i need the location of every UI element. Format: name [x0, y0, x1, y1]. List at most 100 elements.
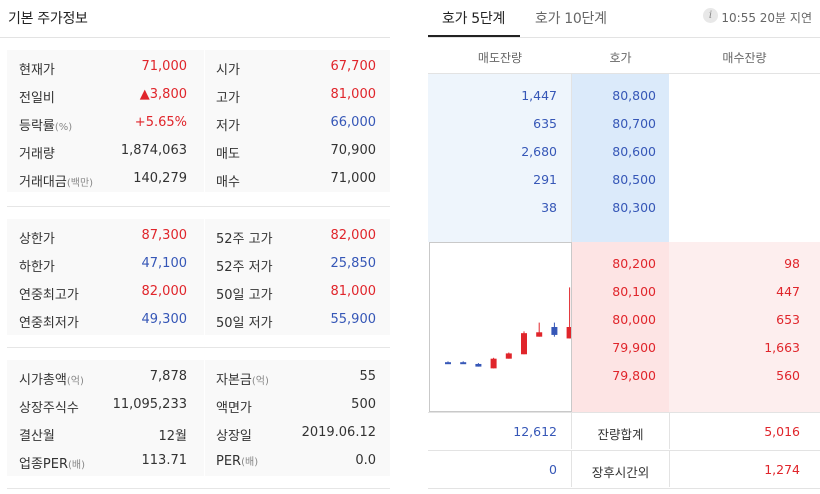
info-value: 71,000 — [141, 59, 188, 74]
info-label: 업종PER(배) — [19, 457, 86, 472]
info-value: 55 — [359, 369, 376, 384]
ask-price[interactable]: 80,800 — [612, 88, 656, 103]
info-row: 상장주식수 11,095,233 액면가 500 — [7, 391, 390, 419]
ask-volume-area — [428, 74, 572, 242]
info-label: 액면가 — [216, 401, 252, 416]
bid-price[interactable]: 80,100 — [612, 284, 656, 299]
info-value: 2019.06.12 — [301, 425, 376, 440]
tab-10-levels[interactable]: 호가 10단계 — [535, 11, 607, 27]
bid-volume: 1,663 — [764, 340, 800, 355]
bid-volume: 447 — [776, 284, 800, 299]
info-label: 연중최고가 — [19, 288, 79, 303]
bid-price[interactable]: 80,200 — [612, 256, 656, 271]
bid-price[interactable]: 80,000 — [612, 312, 656, 327]
info-label: 시가총액(억) — [19, 373, 84, 388]
info-row: 결산월 12월 상장일 2019.06.12 — [7, 419, 390, 447]
info-label: 상장일 — [216, 429, 252, 444]
info-value: 49,300 — [141, 312, 188, 327]
info-value: 1,874,063 — [120, 143, 187, 158]
info-label: 상한가 — [19, 232, 55, 247]
bid-price[interactable]: 79,800 — [612, 368, 656, 383]
info-value: 67,700 — [330, 59, 377, 74]
info-row: 상한가 87,300 52주 고가 82,000 — [7, 222, 390, 250]
after-hours-ask-volume: 0 — [549, 462, 557, 477]
order-book-header: 매도잔량 호가 매수잔량 — [428, 44, 820, 74]
candle-body — [490, 358, 497, 369]
bid-volume: 560 — [776, 368, 800, 383]
info-value: 140,279 — [133, 171, 187, 186]
section-divider — [7, 206, 390, 207]
info-value: 71,000 — [330, 171, 377, 186]
limit-section: 상한가 87,300 52주 고가 82,000 하한가 47,100 52주 저가 25,8… — [7, 219, 390, 335]
info-label: 전일비 — [19, 91, 55, 106]
totals-mid-divider — [428, 450, 820, 451]
price-section: 현재가 71,000 시가 67,700 전일비 ▲3,800 고가 81,000 등락률(%)… — [7, 50, 390, 192]
ask-volume: 635 — [533, 116, 557, 131]
info-row: 현재가 71,000 시가 67,700 — [7, 53, 390, 81]
bid-volume-area — [669, 242, 820, 412]
info-label: 상장주식수 — [19, 401, 79, 416]
info-label: 50일 고가 — [216, 288, 273, 303]
info-icon[interactable]: i — [703, 8, 718, 23]
candle-body — [536, 332, 543, 337]
info-value: 70,900 — [330, 143, 377, 158]
info-row: 시가총액(억) 7,878 자본금(억) 55 — [7, 363, 390, 391]
totals-top-divider — [428, 412, 820, 413]
ask-volume: 291 — [533, 172, 557, 187]
info-row: 전일비 ▲3,800 고가 81,000 — [7, 81, 390, 109]
column-divider — [571, 451, 572, 487]
info-value: 87,300 — [141, 228, 188, 243]
info-value: 82,000 — [330, 228, 377, 243]
basic-stock-info-panel: 기본 주가정보 현재가 71,000 시가 67,700 전일비 ▲3,800 고가 81,0… — [0, 0, 390, 494]
info-value: 0.0 — [355, 453, 376, 468]
info-value: ▲3,800 — [139, 87, 187, 102]
info-value: 66,000 — [330, 115, 377, 130]
tab-divider — [428, 37, 820, 38]
info-label: 52주 고가 — [216, 232, 273, 247]
info-label: 저가 — [216, 119, 240, 134]
ask-volume: 2,680 — [521, 144, 557, 159]
ask-price[interactable]: 80,500 — [612, 172, 656, 187]
column-divider — [204, 219, 205, 335]
company-section: 시가총액(억) 7,878 자본금(억) 55 상장주식수 11,095,233 액면가 50… — [7, 360, 390, 476]
info-value: 47,100 — [141, 256, 188, 271]
bid-volume: 653 — [776, 312, 800, 327]
mini-candle-chart — [429, 242, 573, 412]
unit-label: (억) — [66, 376, 84, 387]
ask-price-area — [572, 74, 669, 242]
info-value: 25,850 — [330, 256, 377, 271]
info-value: 12월 — [158, 429, 187, 444]
info-label: 거래대금(백만) — [19, 175, 94, 190]
ask-price[interactable]: 80,300 — [612, 200, 656, 215]
ask-volume: 1,447 — [521, 88, 557, 103]
unit-label: (배) — [68, 460, 86, 471]
info-label: 등락률(%) — [19, 119, 73, 134]
total-remaining-row: 12,612 잔량합계 5,016 — [428, 413, 820, 451]
info-label: PER(배) — [216, 454, 259, 469]
total-label: 잔량합계 — [597, 427, 644, 442]
total-ask-volume: 12,612 — [513, 424, 557, 439]
info-label: 하한가 — [19, 260, 55, 275]
info-value: 11,095,233 — [112, 397, 187, 412]
ask-price[interactable]: 80,700 — [612, 116, 656, 131]
ask-price[interactable]: 80,600 — [612, 144, 656, 159]
after-hours-label: 장후시간외 — [591, 465, 650, 480]
title-divider — [0, 37, 390, 38]
totals-bottom-divider — [428, 488, 820, 489]
ask-volume-header: 매도잔량 — [477, 51, 523, 65]
bid-price[interactable]: 79,900 — [612, 340, 656, 355]
candle-body — [551, 327, 558, 335]
info-value: 113.71 — [141, 453, 188, 468]
tab-5-levels[interactable]: 호가 5단계 — [442, 11, 506, 27]
unit-label: (%) — [54, 122, 73, 133]
info-value: 500 — [351, 397, 376, 412]
info-row: 거래량 1,874,063 매도 70,900 — [7, 137, 390, 165]
section-divider — [7, 488, 390, 489]
info-value: 81,000 — [330, 87, 377, 102]
info-label: 시가 — [216, 63, 240, 78]
info-label: 거래량 — [19, 147, 55, 162]
info-row: 연중최고가 82,000 50일 고가 81,000 — [7, 278, 390, 306]
bid-volume-header: 매수잔량 — [722, 51, 767, 65]
bid-volume: 98 — [784, 256, 800, 271]
info-value: +5.65% — [134, 115, 187, 130]
